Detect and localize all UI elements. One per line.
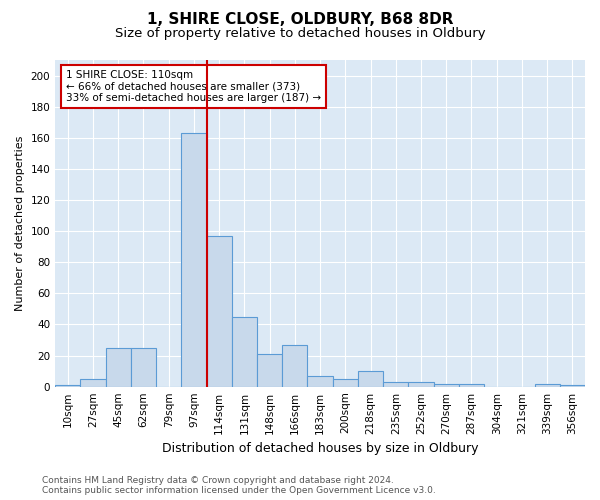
Bar [232,316,257,386]
X-axis label: Distribution of detached houses by size in Oldbury: Distribution of detached houses by size … [162,442,478,455]
Bar [181,133,206,386]
Text: Size of property relative to detached houses in Oldbury: Size of property relative to detached ho… [115,28,485,40]
Bar [409,382,434,386]
Y-axis label: Number of detached properties: Number of detached properties [15,136,25,311]
Text: 1, SHIRE CLOSE, OLDBURY, B68 8DR: 1, SHIRE CLOSE, OLDBURY, B68 8DR [147,12,453,28]
Bar [282,344,307,387]
Bar [257,354,282,386]
Text: Contains HM Land Registry data © Crown copyright and database right 2024.
Contai: Contains HM Land Registry data © Crown c… [42,476,436,495]
Bar [459,384,484,386]
Bar [434,384,459,386]
Bar [307,376,332,386]
Text: 1 SHIRE CLOSE: 110sqm
← 66% of detached houses are smaller (373)
33% of semi-det: 1 SHIRE CLOSE: 110sqm ← 66% of detached … [66,70,321,103]
Bar [358,371,383,386]
Bar [535,384,560,386]
Bar [131,348,156,387]
Bar [383,382,409,386]
Bar [560,385,585,386]
Bar [206,236,232,386]
Bar [332,379,358,386]
Bar [106,348,131,387]
Bar [55,385,80,386]
Bar [80,379,106,386]
